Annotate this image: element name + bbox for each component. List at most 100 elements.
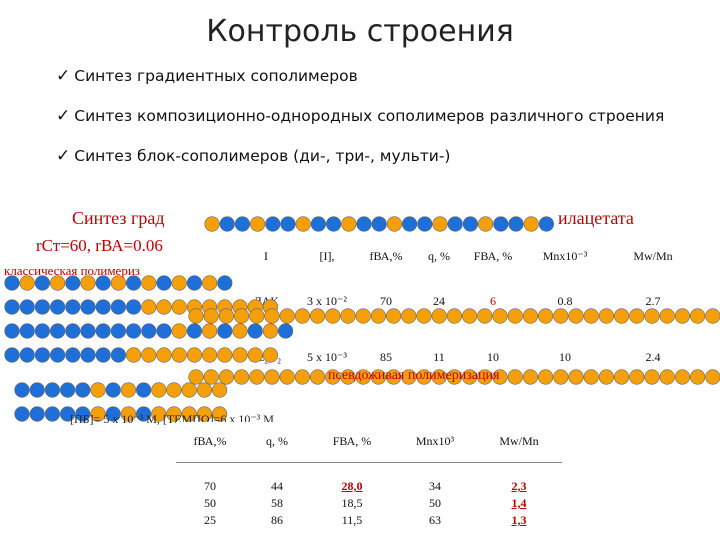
cell: 86 [244,512,310,529]
monomer-bead [706,370,720,385]
monomer-bead [35,348,50,363]
monomer-bead [81,300,96,315]
col-header: fВА,% [358,239,414,273]
col-header: Mnx10³ [394,422,476,462]
monomer-bead [142,348,157,363]
monomer-bead [524,217,539,232]
monomer-bead [121,383,136,398]
monomer-bead [111,300,126,315]
pseudo-living-label: псевдоживая полимеризация [328,368,499,384]
cell-initiator: Bz₂O₂ [236,329,296,385]
monomer-bead [172,324,187,339]
monomer-bead [204,309,219,324]
monomer-bead [281,217,296,232]
monomer-bead [91,383,106,398]
monomer-bead [202,324,217,339]
monomer-bead [60,383,75,398]
monomer-bead [205,217,220,232]
monomer-bead [219,370,234,385]
monomer-bead [266,217,281,232]
monomer-bead [326,217,341,232]
col-F: 28,0 18,5 11,5 [310,462,394,544]
cell: 1,3 [476,512,562,529]
bullet-2: ✓Синтез композиционно-однородных сополим… [56,106,664,126]
monomer-bead [45,407,60,422]
cell-f: 70 [358,273,414,329]
check-icon: ✓ [56,106,70,126]
monomer-bead [235,217,250,232]
monomer-bead [96,348,111,363]
monomer-bead [111,348,126,363]
monomer-bead [5,348,20,363]
monomer-bead [250,217,265,232]
col-header: Mw/Mn [608,239,698,273]
monomer-bead [539,217,554,232]
monomer-bead [30,407,45,422]
col-header: q, % [414,239,464,273]
monomer-bead [66,348,81,363]
chain-gradient-1 [15,383,227,398]
monomer-bead [478,217,493,232]
monomer-bead [172,348,187,363]
monomer-bead [296,217,311,232]
monomer-bead [81,348,96,363]
monomer-bead [136,383,151,398]
cell-F: 6 [464,273,522,329]
cell: 34 [394,478,476,495]
monomer-bead [157,276,172,291]
cell: 58 [244,495,310,512]
monomer-bead [35,324,50,339]
table-body-row: 70 50 25 44 58 86 28,0 18,5 11,5 34 50 6… [176,462,562,544]
bullet-1-text: Синтез градиентных сополимеров [74,67,358,85]
cell-mw: 2.7 [608,273,698,329]
cell: 25 [176,512,244,529]
monomer-bead [448,217,463,232]
monomer-bead [172,276,187,291]
monomer-bead [463,217,478,232]
col-q: 44 58 86 [244,462,310,544]
cell: 44 [244,478,310,495]
monomer-bead [402,217,417,232]
monomer-bead [15,407,30,422]
table-header-row: fВА,% q, % FВА, % Mnx10³ Mw/Mn [176,422,562,462]
monomer-bead [189,370,204,385]
classic-polymerization-label: классическая полимериз [4,263,140,279]
monomer-bead [66,324,81,339]
cell-mw: 2.4 [608,329,698,385]
col-header: FВА, % [464,239,522,273]
check-icon: ✓ [56,146,70,166]
cell: 2,3 [476,478,562,495]
monomer-bead [197,383,212,398]
monomer-bead [15,383,30,398]
monomer-bead [35,300,50,315]
bullet-3: ✓Синтез блок-сополимеров (ди-, три-, мул… [56,146,450,166]
cell-mn: 0.8 [522,273,608,329]
monomer-bead [111,324,126,339]
table-header-row: I [I], fВА,% q, % FВА, % Mnx10⁻³ Mw/Mn [236,239,698,273]
col-mn: 34 50 63 [394,462,476,544]
monomer-bead [187,348,202,363]
chain-top [205,217,554,232]
monomer-bead [204,370,219,385]
monomer-bead [357,217,372,232]
results-table-pseudo: fВА,% q, % FВА, % Mnx10³ Mw/Mn 70 50 25 … [176,422,562,544]
monomer-bead [202,276,217,291]
check-icon: ✓ [56,66,70,86]
monomer-bead [66,300,81,315]
monomer-bead [172,300,187,315]
cell-mn: 10 [522,329,608,385]
monomer-bead [50,324,65,339]
monomer-bead [96,324,111,339]
monomer-bead [372,217,387,232]
monomer-bead [157,324,172,339]
section-heading-tail: илацетата [558,208,634,229]
monomer-bead [187,276,202,291]
results-table-classic: I [I], fВА,% q, % FВА, % Mnx10⁻³ Mw/Mn Д… [236,239,698,385]
cell: 18,5 [310,495,394,512]
monomer-bead [81,324,96,339]
monomer-bead [494,217,509,232]
monomer-bead [187,324,202,339]
monomer-bead [219,309,234,324]
cell: 28,0 [310,478,394,495]
bullet-3-text: Синтез блок-сополимеров (ди-, три-, муль… [74,147,450,165]
